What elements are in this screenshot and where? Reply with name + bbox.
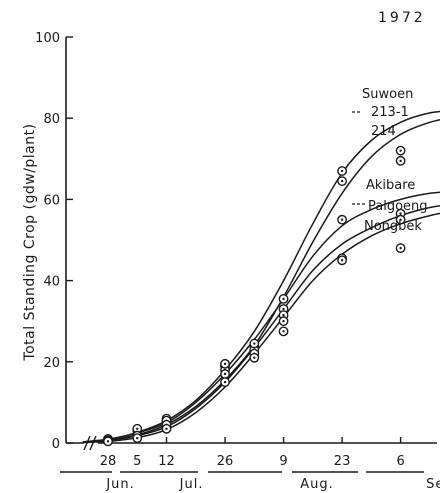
- x-tick-label: 5: [133, 454, 141, 469]
- series-labels: Suwoen 213-1 214 Akibare Palgoeng Nongbek: [352, 87, 428, 234]
- data-point-center-akibare: [340, 218, 344, 221]
- data-point-center-214: [340, 179, 344, 183]
- series-label-line: Akibare: [366, 178, 415, 193]
- data-point-center-214: [399, 159, 402, 163]
- series-label-line: Suwoen: [362, 87, 413, 102]
- series-label-line: Nongbek: [364, 219, 422, 234]
- series-label-line: 214: [371, 124, 396, 139]
- data-point-center-nongbek: [106, 440, 110, 443]
- data-point-center-nongbek: [340, 259, 344, 262]
- series-label-214: 214: [371, 124, 396, 139]
- y-tick-label: 80: [43, 112, 60, 127]
- y-tick-label: 100: [35, 31, 60, 46]
- month-label: Jul.: [179, 477, 204, 492]
- data-point-center-palgoeng: [223, 372, 227, 376]
- y-tick-label: 40: [43, 275, 60, 290]
- data-point-center-nongbek: [136, 436, 139, 440]
- series-curve-nongbek: [82, 212, 440, 444]
- data-point-center-akibare: [253, 342, 256, 345]
- y-tick-label: 0: [52, 437, 60, 452]
- series-label-nongbek: Nongbek: [364, 219, 422, 234]
- axis-break-mark: [89, 435, 97, 451]
- data-point-center-akibare: [399, 212, 402, 215]
- data-point-center-akibare: [282, 313, 285, 317]
- x-axis-ticks: 28512269236204: [100, 437, 405, 469]
- y-tick-label: 60: [43, 193, 60, 208]
- series-label-suwoen-213-1: Suwoen 213-1: [362, 87, 413, 120]
- data-point-center-nongbek: [282, 330, 285, 333]
- x-tick-label: 28: [100, 454, 117, 469]
- data-point-center-suwoen-213-1: [282, 297, 285, 301]
- data-point-center-nongbek: [223, 380, 227, 384]
- data-point-center-nongbek: [165, 427, 168, 430]
- data-point-center-palgoeng: [399, 218, 402, 221]
- x-tick-label: 6: [396, 454, 404, 469]
- chart-year-label: 1972: [378, 10, 426, 26]
- month-label: Aug.: [300, 477, 334, 492]
- data-point-center-nongbek: [253, 356, 256, 359]
- x-tick-label: 9: [279, 454, 287, 469]
- series-label-akibare: Akibare: [366, 178, 415, 193]
- x-tick-label: 26: [217, 454, 234, 469]
- data-point-center-suwoen-213-1: [399, 149, 402, 152]
- series-curve-214: [82, 118, 440, 443]
- series-label-palgoeng: Palgoeng: [368, 199, 428, 214]
- data-point-center-suwoen-213-1: [340, 169, 344, 173]
- data-point-center-akibare: [136, 427, 139, 430]
- y-axis-ticks: 0 20 40 60 80 100: [35, 31, 73, 452]
- data-point-center-214: [282, 307, 285, 311]
- month-label: Jun.: [105, 477, 134, 492]
- series-label-line: 213-1: [371, 105, 409, 120]
- month-label: Sep.: [426, 477, 440, 492]
- x-tick-label: 12: [158, 454, 175, 469]
- series-curve-palgoeng: [82, 204, 440, 443]
- data-point-center-akibare: [223, 362, 227, 366]
- series-label-line: Palgoeng: [368, 199, 428, 214]
- y-tick-label: 20: [43, 356, 60, 371]
- data-point-center-nongbek: [399, 246, 402, 250]
- x-tick-label: 23: [334, 454, 351, 469]
- month-axis: Jun.Jul.Aug.Sep.Oct.: [60, 471, 440, 492]
- y-axis-label: Total Standing Crop (gdw/plant): [22, 123, 38, 361]
- series-markers: [103, 145, 406, 447]
- data-point-center-palgoeng: [282, 320, 285, 323]
- series-curve-suwoen-213-1: [82, 110, 440, 443]
- series-curves: [82, 110, 440, 444]
